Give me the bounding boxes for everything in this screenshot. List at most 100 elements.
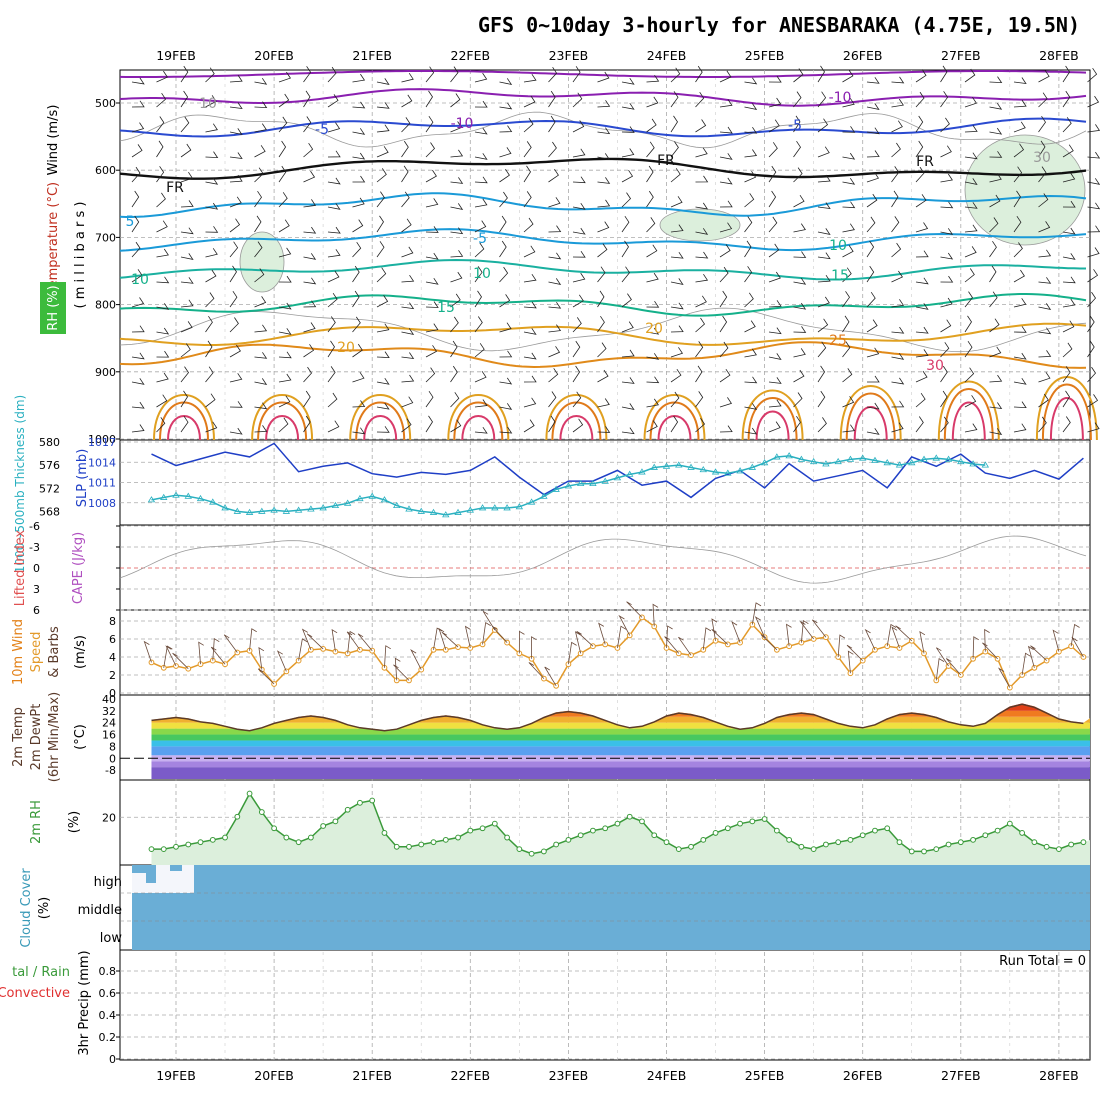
wind-barb — [303, 253, 317, 260]
wind-barb — [621, 148, 635, 158]
wind-barb — [597, 290, 605, 308]
wind-barb — [1038, 393, 1049, 408]
wind-barb — [474, 266, 483, 283]
wind-barb — [989, 217, 999, 233]
wind-barb — [793, 348, 806, 358]
date-label-top: 22FEB — [451, 48, 491, 63]
wind-barb — [1013, 423, 1027, 433]
wind-barb — [572, 391, 582, 408]
wind-barb — [131, 215, 140, 233]
wind-barbs — [131, 65, 1100, 435]
contour-label: 15 — [831, 268, 849, 284]
wind10m-unit-label: (m/s) — [73, 635, 88, 669]
thickness-line-point — [270, 506, 278, 513]
wind10m-yaxis: 10m Wind Speed & Barbs (m/s) 8 6 4 2 0 — [11, 615, 116, 700]
wind-barb — [1013, 326, 1027, 333]
wind-barb — [744, 403, 758, 410]
rh2m-line-point — [222, 834, 228, 841]
tick-label: 3 — [33, 583, 40, 596]
wind-barb — [621, 349, 635, 358]
wind-barb — [523, 397, 537, 408]
cloud-level-low: low — [100, 931, 123, 946]
thickness-line-point — [442, 511, 450, 518]
wind-barb — [964, 224, 978, 233]
rh2m-line-point — [1043, 843, 1050, 850]
wind-barb — [597, 100, 611, 108]
wind-barb — [768, 190, 777, 208]
wind-barb — [719, 99, 733, 108]
wind-barb — [352, 175, 366, 183]
wind-barb — [254, 402, 268, 410]
wind-barb — [719, 341, 729, 358]
thickness-line-point — [331, 501, 340, 509]
wind-barb — [425, 345, 438, 358]
wind-barb — [842, 267, 852, 283]
wind-barb — [1062, 227, 1076, 235]
wind-barb — [205, 315, 213, 333]
wind-barb — [1013, 377, 1027, 385]
date-label-bottom: 27FEB — [941, 1068, 981, 1083]
wind-barb — [352, 219, 364, 233]
thickness-line-point — [307, 505, 315, 512]
wind-barb — [548, 278, 562, 285]
wind-barb — [670, 67, 681, 83]
contour-label: -10 — [829, 90, 852, 106]
thickness-tick-label: 580 — [39, 436, 60, 449]
boundary-layer-contour — [951, 401, 986, 441]
tick-label: 900 — [95, 366, 116, 379]
thickness-tick-label: 568 — [39, 505, 60, 518]
wind-barb — [744, 103, 758, 110]
wind10m-barb — [165, 645, 177, 667]
wind-barb — [131, 122, 145, 133]
temperature-contour — [119, 192, 1087, 218]
wind-barb — [719, 244, 731, 258]
wind-barb — [891, 377, 905, 385]
wind-barb — [352, 400, 366, 408]
wind10m-barb — [258, 647, 265, 670]
rh2m-line-point — [258, 809, 265, 815]
wind10m-barb — [574, 631, 582, 654]
wind-barb — [915, 370, 928, 383]
wind-barb — [278, 351, 292, 359]
wind-barb — [548, 168, 559, 183]
thickness-line-point — [957, 457, 965, 465]
wind-barb — [768, 75, 782, 83]
wind10m-tick-label: 6 — [109, 633, 116, 646]
wind-barb — [597, 315, 605, 333]
wind-barb — [1013, 298, 1027, 308]
thickness-line-point — [160, 493, 168, 500]
wind-barb — [254, 324, 268, 333]
wind-barb — [548, 324, 562, 333]
wind-barb — [1062, 276, 1076, 284]
thickness-line-point — [724, 469, 732, 476]
thickness-tick-label: 572 — [39, 482, 60, 495]
wind-barb — [180, 253, 194, 260]
wind-barb — [695, 365, 703, 383]
wind-barb — [1013, 242, 1023, 258]
wind-barb — [744, 376, 758, 384]
wind-barb — [940, 145, 952, 158]
thickness-line — [151, 455, 986, 516]
wind-barb — [303, 90, 311, 108]
wind10m-tick-label: 2 — [109, 669, 116, 682]
wind-barb — [891, 190, 899, 208]
wind-barb — [964, 125, 978, 133]
wind-barb — [131, 166, 141, 183]
wind-barb — [866, 103, 880, 110]
wind-barb — [205, 248, 218, 258]
rh2m-line-point — [442, 836, 449, 843]
wind-barb — [450, 227, 464, 235]
wind10m-barb — [711, 618, 718, 641]
wind-barb — [744, 320, 756, 333]
thickness-line-point — [209, 498, 217, 505]
tick-label: 6 — [33, 604, 40, 617]
date-label-bottom: 21FEB — [352, 1068, 392, 1083]
rh-legend-box — [40, 282, 66, 334]
wind10m-barb — [1021, 652, 1031, 676]
wind-barb — [425, 252, 439, 260]
wind-barb — [842, 424, 856, 433]
wind-barb — [523, 375, 537, 383]
boundary-layer-contour — [943, 388, 994, 441]
wind-barb — [793, 251, 807, 258]
boundary-layer-contour — [551, 401, 602, 441]
